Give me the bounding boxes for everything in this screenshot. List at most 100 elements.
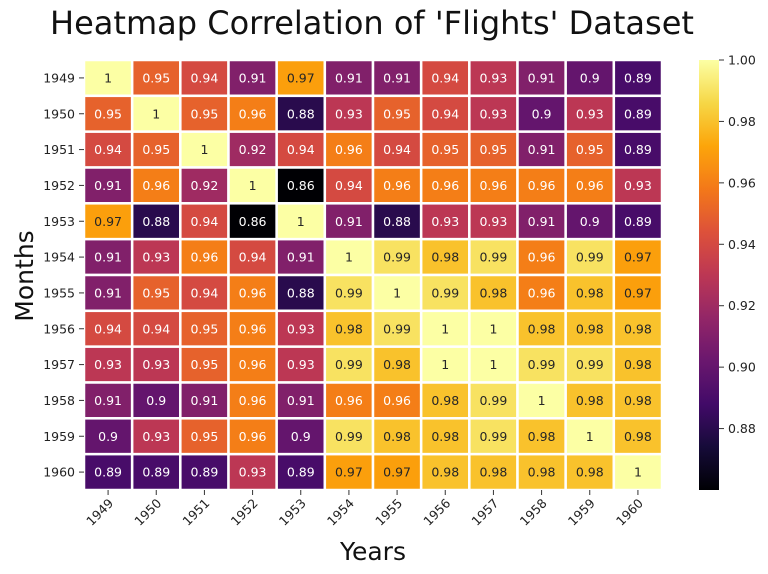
y-tick-label: 1955 bbox=[43, 285, 75, 300]
cell-value-label: 0.98 bbox=[335, 321, 363, 336]
cell-value-label: 1 bbox=[104, 70, 112, 85]
cell-value-label: 0.88 bbox=[287, 106, 315, 121]
y-tick-label: 1952 bbox=[43, 178, 75, 193]
cell-value-label: 0.99 bbox=[431, 285, 459, 300]
y-axis-ticks: 1949 1950 1951 1952 1953 1954 1955 1956 1957 1958… bbox=[43, 70, 84, 480]
colorbar-tick-label: 0.90 bbox=[728, 360, 756, 375]
heatmap-cell bbox=[419, 237, 471, 277]
cell-value-label: 0.95 bbox=[94, 106, 122, 121]
heatmap-cell bbox=[130, 345, 182, 384]
cell-value-label: 0.96 bbox=[239, 106, 267, 121]
cell-value-label: 0.91 bbox=[287, 250, 315, 265]
cell-value-label: 0.95 bbox=[190, 321, 218, 336]
colorbar-tick-label: 0.94 bbox=[728, 237, 756, 252]
cell-value-label: 0.94 bbox=[142, 321, 170, 336]
cell-value-label: 0.94 bbox=[383, 142, 411, 157]
heatmap-cells: 1 0.95 0.94 0.91 0.97 0.91 0.91 0.94 0.93 0.91 0.9… bbox=[82, 58, 664, 492]
cell-value-label: 0.98 bbox=[624, 393, 652, 408]
y-tick-label: 1959 bbox=[43, 429, 75, 444]
cell-value-label: 0.98 bbox=[528, 429, 556, 444]
cell-value-label: 0.91 bbox=[528, 214, 556, 229]
cell-value-label: 0.96 bbox=[239, 429, 267, 444]
cell-value-label: 0.99 bbox=[335, 285, 363, 300]
cell-value-label: 0.96 bbox=[528, 178, 556, 193]
cell-value-label: 0.89 bbox=[624, 70, 652, 85]
cell-value-label: 0.9 bbox=[291, 429, 311, 444]
heatmap-cell bbox=[371, 94, 423, 133]
cell-value-label: 0.99 bbox=[479, 429, 507, 444]
cell-value-label: 0.94 bbox=[239, 250, 267, 265]
colorbar: 0.88 0.90 0.92 0.94 0.96 0.98 1.00 bbox=[699, 53, 756, 490]
y-tick-label: 1950 bbox=[43, 106, 75, 121]
cell-value-label: 0.99 bbox=[528, 357, 556, 372]
cell-value-label: 0.98 bbox=[528, 321, 556, 336]
cell-value-label: 1 bbox=[489, 357, 497, 372]
y-tick-label: 1949 bbox=[43, 70, 75, 85]
cell-value-label: 0.93 bbox=[142, 250, 170, 265]
cell-value-label: 0.98 bbox=[479, 465, 507, 480]
cell-value-label: 0.86 bbox=[287, 178, 315, 193]
cell-value-label: 0.98 bbox=[576, 285, 604, 300]
cell-value-label: 0.99 bbox=[335, 357, 363, 372]
colorbar-tick-label: 0.98 bbox=[728, 114, 756, 129]
heatmap-cell bbox=[179, 345, 230, 384]
cell-value-label: 0.96 bbox=[383, 393, 411, 408]
heatmap-cell bbox=[516, 58, 567, 98]
heatmap-cell bbox=[371, 130, 423, 169]
cell-value-label: 0.95 bbox=[479, 142, 507, 157]
cell-value-label: 0.96 bbox=[383, 178, 411, 193]
cell-value-label: 0.97 bbox=[624, 285, 652, 300]
cell-value-label: 0.91 bbox=[287, 393, 315, 408]
cell-value-label: 0.91 bbox=[528, 142, 556, 157]
cell-value-label: 0.91 bbox=[383, 70, 411, 85]
cell-value-label: 1 bbox=[393, 285, 401, 300]
cell-value-label: 0.94 bbox=[190, 70, 218, 85]
cell-value-label: 0.98 bbox=[479, 285, 507, 300]
heatmap-cell bbox=[323, 417, 375, 456]
cell-value-label: 0.96 bbox=[239, 393, 267, 408]
cell-value-label: 0.93 bbox=[479, 214, 507, 229]
cell-value-label: 0.94 bbox=[431, 106, 459, 121]
x-tick-label: 1955 bbox=[372, 496, 405, 529]
cell-value-label: 0.95 bbox=[190, 357, 218, 372]
cell-value-label: 0.98 bbox=[431, 465, 459, 480]
x-tick-label: 1958 bbox=[517, 495, 550, 528]
cell-value-label: 0.96 bbox=[479, 178, 507, 193]
cell-value-label: 0.99 bbox=[479, 393, 507, 408]
heatmap-cell bbox=[419, 417, 471, 456]
colorbar-tick-label: 0.92 bbox=[728, 298, 756, 313]
cell-value-label: 0.88 bbox=[287, 285, 315, 300]
cell-value-label: 1 bbox=[441, 321, 449, 336]
heatmap-cell bbox=[179, 130, 230, 169]
cell-value-label: 0.95 bbox=[142, 285, 170, 300]
cell-value-label: 0.96 bbox=[335, 393, 363, 408]
cell-value-label: 0.9 bbox=[532, 106, 552, 121]
cell-value-label: 1 bbox=[441, 357, 449, 372]
colorbar-tick-label: 0.88 bbox=[728, 421, 756, 436]
x-axis-ticks: 1949 1950 1951 1952 1953 1954 1955 1956 1957 1958… bbox=[83, 490, 646, 529]
y-tick-label: 1954 bbox=[43, 250, 75, 265]
cell-value-label: 0.88 bbox=[142, 214, 170, 229]
heatmap-cell bbox=[323, 202, 375, 241]
cell-value-label: 0.91 bbox=[190, 393, 218, 408]
x-tick-label: 1952 bbox=[228, 496, 261, 529]
colorbar-gradient bbox=[699, 60, 719, 490]
cell-value-label: 0.9 bbox=[98, 429, 118, 444]
cell-value-label: 1 bbox=[345, 250, 353, 265]
cell-value-label: 0.98 bbox=[624, 321, 652, 336]
cell-value-label: 0.93 bbox=[94, 357, 122, 372]
cell-value-label: 0.94 bbox=[190, 285, 218, 300]
heatmap-cell bbox=[612, 417, 664, 456]
heatmap-cell bbox=[371, 309, 423, 348]
x-tick-label: 1956 bbox=[420, 495, 453, 528]
heatmap-cell bbox=[371, 381, 423, 420]
x-tick-label: 1957 bbox=[468, 496, 501, 529]
cell-value-label: 0.98 bbox=[624, 429, 652, 444]
heatmap-cell bbox=[82, 237, 134, 277]
cell-value-label: 0.91 bbox=[94, 178, 122, 193]
cell-value-label: 0.98 bbox=[383, 357, 411, 372]
cell-value-label: 0.93 bbox=[142, 357, 170, 372]
heatmap-cell bbox=[371, 273, 423, 313]
cell-value-label: 0.86 bbox=[239, 214, 267, 229]
y-tick-label: 1957 bbox=[43, 357, 75, 372]
